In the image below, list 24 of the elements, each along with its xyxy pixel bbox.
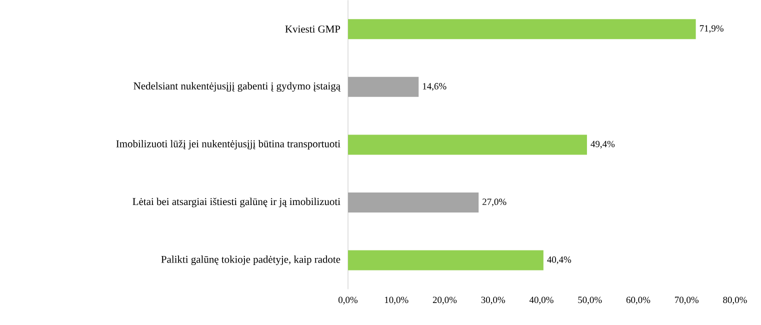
data-label: 40,4% [547, 256, 572, 264]
y-tick-label: Nedelsiant nukentėjusįjį gabenti į gydymo įstaigą [134, 82, 341, 92]
y-tick-label: Palikti galūnę tokioje padėtyje, kaip radote [161, 255, 340, 265]
y-tick-label: Imobilizuoti lūžį jei nukentėjusįjį būtina transportuoti [116, 140, 340, 150]
x-tick-label: 20,0% [432, 296, 457, 304]
bar [348, 134, 587, 155]
bar [348, 192, 479, 212]
y-tick-label: Lėtai bei atsargiai ištiesti galūnę ir ją imobilizuoti [132, 198, 340, 208]
data-label: 14,6% [422, 82, 446, 91]
data-label: 49,4% [590, 140, 615, 148]
x-tick-label: 80,0% [723, 296, 747, 304]
data-label: 71,9% [700, 25, 724, 33]
x-tick-label: 50,0% [578, 296, 602, 304]
x-tick-label: 10,0% [384, 296, 408, 304]
bar [348, 19, 696, 40]
bar [348, 76, 419, 97]
x-tick-label: 30,0% [481, 296, 506, 304]
x-tick-label: 40,0% [529, 296, 554, 304]
x-tick-label: 70,0% [675, 296, 699, 304]
bar [348, 250, 544, 270]
y-tick-label: Kviesti GMP [285, 25, 340, 33]
data-label: 27,0% [482, 198, 506, 206]
x-tick-label: 0,0% [338, 296, 358, 304]
x-tick-label: 60,0% [626, 296, 650, 304]
